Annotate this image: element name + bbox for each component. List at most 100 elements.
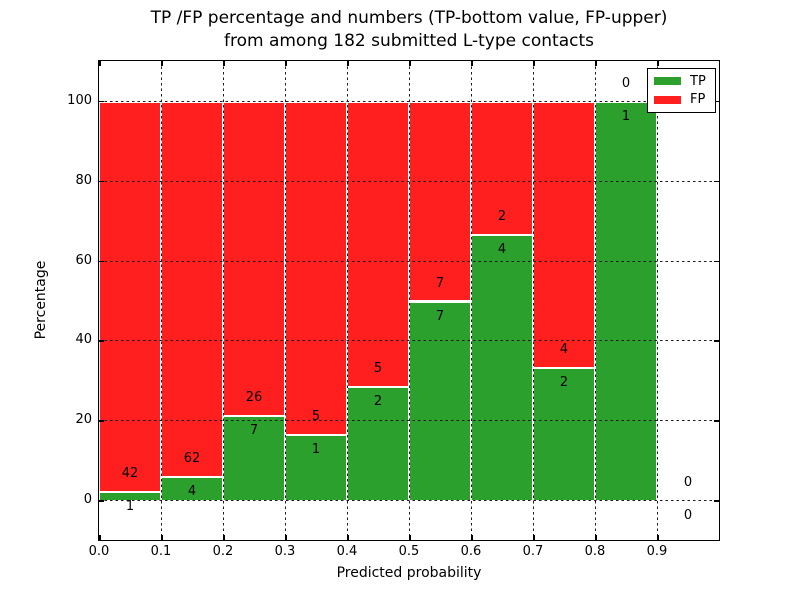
bar-fp-segment xyxy=(533,100,595,368)
fp-count-label: 0 xyxy=(683,475,693,491)
fp-count-label: 0 xyxy=(621,75,631,91)
x-tick-label: 0.3 xyxy=(274,544,296,559)
fp-count-label: 62 xyxy=(183,450,201,466)
fp-count-label: 4 xyxy=(559,342,569,358)
legend: TP FP xyxy=(647,68,716,113)
y-tick-right xyxy=(714,260,719,263)
y-axis-label: Percentage xyxy=(33,260,49,340)
x-tick-bottom xyxy=(347,535,349,540)
x-tick-top xyxy=(285,61,287,66)
x-tick-bottom xyxy=(161,535,163,540)
x-tick-label: 0.2 xyxy=(212,544,234,559)
y-tick-label: 40 xyxy=(75,332,92,348)
x-tick-label: 0.0 xyxy=(88,544,110,559)
y-tick-left xyxy=(99,180,104,183)
tp-count-label: 1 xyxy=(311,441,321,457)
x-tick-top xyxy=(533,61,535,66)
y-tick-right xyxy=(714,180,719,183)
bar-tp-segment xyxy=(285,433,347,501)
y-tick-right xyxy=(714,420,719,422)
tp-swatch-icon xyxy=(654,77,681,86)
y-gridline xyxy=(99,100,719,102)
x-axis-label: Predicted probability xyxy=(336,565,482,581)
y-gridline xyxy=(99,260,719,262)
y-tick-left xyxy=(99,500,104,502)
fp-count-label: 42 xyxy=(121,465,139,481)
y-gridline xyxy=(99,340,719,342)
y-tick-left xyxy=(99,340,104,342)
chart-title-line2: from among 182 submitted L-type contacts xyxy=(223,31,594,51)
x-tick-bottom xyxy=(223,535,225,540)
x-tick-top xyxy=(595,61,597,66)
x-gridline xyxy=(595,61,596,540)
tp-count-label: 2 xyxy=(373,394,383,410)
tp-count-label: 1 xyxy=(621,108,631,124)
fp-count-label: 5 xyxy=(311,408,321,424)
x-tick-label: 0.1 xyxy=(150,544,172,559)
bar-tp-segment xyxy=(161,475,223,501)
fp-swatch-icon xyxy=(654,95,681,104)
tp-count-label: 2 xyxy=(559,375,569,391)
tp-count-label: 7 xyxy=(435,308,445,324)
x-tick-label: 0.6 xyxy=(460,544,482,559)
legend-label-tp: TP xyxy=(690,73,706,89)
x-tick-top xyxy=(347,61,349,66)
x-tick-label: 0.4 xyxy=(336,544,358,559)
x-tick-label: 0.5 xyxy=(398,544,420,559)
x-tick-top xyxy=(409,61,411,66)
legend-label-fp: FP xyxy=(690,92,706,108)
tp-count-label: 0 xyxy=(683,508,693,524)
bar-fp-segment xyxy=(99,100,161,491)
x-tick-top xyxy=(223,61,225,66)
x-tick-label: 0.7 xyxy=(522,544,544,559)
bar-fp-segment xyxy=(347,100,409,387)
x-tick-top xyxy=(99,61,101,66)
bar-tp-segment xyxy=(533,367,595,501)
x-tick-top xyxy=(471,61,473,66)
fp-count-label: 2 xyxy=(497,208,507,224)
x-gridline xyxy=(161,61,162,540)
y-gridline xyxy=(99,500,719,502)
bar-fp-segment xyxy=(285,100,347,434)
y-gridline xyxy=(99,180,719,182)
x-tick-bottom xyxy=(657,535,659,540)
x-gridline xyxy=(409,61,410,540)
fp-count-label: 26 xyxy=(245,390,263,406)
tp-count-label: 4 xyxy=(187,483,197,499)
bar-tp-segment xyxy=(409,300,471,501)
legend-item-tp: TP xyxy=(648,75,715,88)
legend-item-fp: FP xyxy=(648,93,715,106)
x-gridline xyxy=(533,61,534,540)
tp-count-label: 1 xyxy=(125,498,135,514)
tp-count-label: 7 xyxy=(249,423,259,439)
y-tick-label: 0 xyxy=(83,492,92,508)
fp-count-label: 7 xyxy=(435,275,445,291)
y-tick-label: 100 xyxy=(67,92,92,108)
x-gridline xyxy=(657,61,658,540)
y-tick-left xyxy=(99,100,104,103)
x-tick-top xyxy=(657,61,659,66)
y-tick-left xyxy=(99,420,104,422)
y-tick-right xyxy=(714,100,719,103)
bar-tp-segment xyxy=(471,233,533,501)
y-gridline xyxy=(99,420,719,422)
x-tick-label: 0.9 xyxy=(646,544,668,559)
x-tick-bottom xyxy=(409,535,411,540)
y-tick-label: 20 xyxy=(75,412,92,428)
x-gridline xyxy=(471,61,472,540)
x-tick-bottom xyxy=(595,535,597,540)
bar-fp-segment xyxy=(223,100,285,416)
y-tick-right xyxy=(714,340,719,342)
x-gridline xyxy=(223,61,224,540)
x-tick-bottom xyxy=(471,535,473,540)
chart-title-line1: TP /FP percentage and numbers (TP-bottom… xyxy=(150,8,668,28)
bar-tp-segment xyxy=(347,386,409,501)
fp-count-label: 5 xyxy=(373,361,383,377)
bar-tp-segment xyxy=(99,490,161,501)
y-tick-left xyxy=(99,260,104,263)
tp-count-label: 4 xyxy=(497,241,507,257)
bar-fp-segment xyxy=(409,100,471,301)
x-gridline xyxy=(285,61,286,540)
y-tick-label: 60 xyxy=(75,252,92,268)
